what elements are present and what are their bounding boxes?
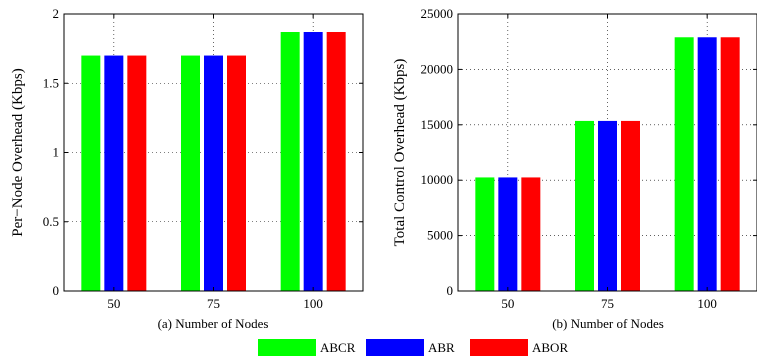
legend: ABCR ABR ABOR [258, 339, 568, 356]
bar-abcr-75 [575, 120, 594, 291]
x-tick-label: 75 [207, 296, 220, 311]
y-axis-label: Per−Node Overhead (Kbps) [10, 68, 26, 236]
y-tick-label: 10000 [421, 172, 454, 187]
bar-abor-75 [227, 55, 246, 291]
bar-abor-75 [621, 120, 640, 291]
bar-abor-100 [326, 32, 346, 291]
bar-abr-50 [498, 177, 518, 291]
y-tick-label: 2 [53, 6, 60, 21]
x-tick-label: 100 [303, 296, 323, 311]
chart-per-node-overhead: 0 0.5 1 1.5 2 50 75 100 Per−Node Overhead (Kbps)… [10, 6, 364, 331]
y-tick-label: 0 [447, 283, 454, 298]
bar-abcr-100 [674, 37, 694, 291]
y-tick-label: 5000 [427, 228, 453, 243]
bar-abr-100 [697, 37, 717, 291]
bar-abor-100 [720, 37, 740, 291]
bar-abcr-100 [280, 32, 300, 291]
bar-abr-75 [204, 55, 223, 291]
y-axis-label: Total Control Overhead (Kbps) [392, 59, 408, 247]
legend-label-abor: ABOR [532, 340, 568, 355]
bar-abor-50 [127, 55, 147, 291]
x-tick-label: 75 [601, 296, 614, 311]
legend-swatch-abcr [258, 339, 316, 356]
legend-label-abr: ABR [428, 340, 455, 355]
legend-label-abcr: ABCR [320, 340, 356, 355]
y-tick-label: 15000 [421, 117, 454, 132]
y-tick-label: 0.5 [43, 214, 59, 229]
x-tick-label: 100 [697, 296, 717, 311]
y-tick-label: 20000 [421, 61, 454, 76]
x-tick-label: 50 [501, 296, 514, 311]
bar-abor-50 [521, 177, 541, 291]
x-tick-label: 50 [107, 296, 120, 311]
bar-abcr-75 [181, 55, 200, 291]
bar-abr-100 [303, 32, 323, 291]
y-tick-label: 1.5 [43, 75, 59, 90]
y-tick-label: 1 [53, 145, 60, 160]
bar-abr-50 [104, 55, 124, 291]
bar-abcr-50 [475, 177, 495, 291]
chart-total-control-overhead: 0 5000 10000 15000 20000 25000 50 75 100 Total Co… [392, 6, 757, 331]
bar-abr-75 [598, 120, 617, 291]
y-tick-label: 25000 [421, 6, 454, 21]
legend-swatch-abr [366, 339, 424, 356]
subfigure-caption: (b) Number of Nodes [552, 316, 664, 331]
bar-abcr-50 [81, 55, 101, 291]
legend-swatch-abor [470, 339, 528, 356]
y-tick-label: 0 [53, 283, 60, 298]
subfigure-caption: (a) Number of Nodes [158, 316, 269, 331]
